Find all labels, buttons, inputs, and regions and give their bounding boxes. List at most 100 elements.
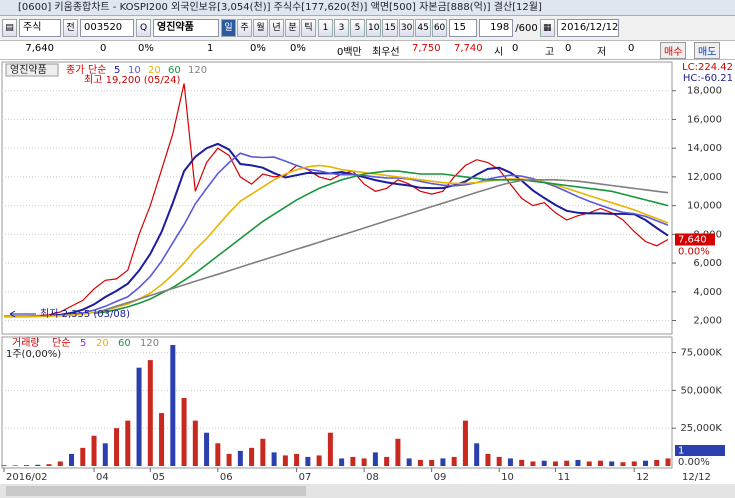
stock-name: 영진약품 — [153, 19, 219, 37]
legend-entry: 120 — [188, 65, 207, 76]
volume-bar — [631, 461, 637, 466]
volume-bar — [271, 452, 277, 466]
title-bar: [0600] 키움종합차트 - KOSPI200 외국인보유[3,054(천)]… — [0, 0, 735, 16]
scroll-thumb[interactable] — [6, 486, 306, 496]
sell-button[interactable]: 매도 — [694, 42, 721, 59]
legend-entry: 종가 — [66, 64, 84, 76]
price-line — [4, 152, 669, 317]
volume-bar — [485, 453, 491, 466]
x-tick-label: 06 — [220, 472, 233, 483]
info-value: 0 — [100, 43, 107, 54]
info-value: 0% — [250, 43, 266, 54]
code-input[interactable]: 003520 — [80, 19, 134, 37]
volume-bar — [114, 428, 120, 466]
minute-button[interactable]: 15 — [382, 19, 398, 37]
volume-bar — [530, 461, 536, 466]
buy-button[interactable]: 매수 — [660, 42, 687, 59]
info-value: 7,750 — [412, 43, 441, 54]
volume-bar — [260, 438, 266, 466]
panel-label-box — [5, 63, 59, 77]
volume-bar — [136, 367, 142, 466]
period-button[interactable]: 년 — [269, 19, 284, 37]
volume-bar — [642, 460, 648, 466]
x-tick-label: 07 — [299, 472, 312, 483]
minute-button[interactable]: 45 — [415, 19, 431, 37]
period-button[interactable]: 월 — [253, 19, 268, 37]
market-select[interactable]: 주식 — [19, 19, 61, 37]
minute-button[interactable]: 60 — [431, 19, 448, 37]
info-value: 고 — [545, 47, 555, 58]
period-button[interactable]: 틱 — [301, 19, 316, 37]
volume-bar — [1, 465, 7, 466]
volume-bar — [597, 460, 603, 466]
volume-bar — [35, 464, 41, 466]
volume-bar — [69, 453, 75, 466]
last-price-box — [675, 233, 715, 246]
volume-bar — [654, 459, 660, 466]
info-value: 1 — [207, 43, 214, 54]
period-button[interactable]: 주 — [237, 19, 252, 37]
search-icon[interactable]: Q — [136, 19, 151, 37]
x-tick-label: 11 — [557, 472, 570, 483]
y-tick-label: 4,000 — [693, 287, 722, 298]
price-panel — [1, 61, 673, 335]
volume-bar — [339, 458, 345, 466]
window-title: [0600] 키움종합차트 - KOSPI200 외국인보유[3,054(천)]… — [18, 2, 542, 13]
volume-bar — [91, 435, 97, 466]
date-input[interactable]: 2016/12/12 — [556, 19, 619, 37]
count-input[interactable]: 198 — [479, 19, 514, 37]
period-button[interactable]: 분 — [285, 19, 300, 37]
y-tick-label: 2,000 — [693, 316, 722, 327]
volume-bar — [350, 456, 356, 466]
period-button[interactable]: 일 — [221, 19, 236, 37]
minute-group: 1 3 5 10 15 30 45 60 — [318, 19, 448, 37]
volume-bar — [474, 443, 480, 466]
minute-button[interactable]: 3 — [334, 19, 349, 37]
price-line — [4, 164, 669, 317]
volume-bar — [204, 432, 210, 466]
minute-button[interactable]: 30 — [398, 19, 415, 37]
volume-bar — [159, 413, 165, 466]
y-tick-label: 25,000K — [680, 423, 722, 434]
y-tick-label: 10,000 — [687, 201, 722, 212]
menu-icon[interactable]: ▤ — [2, 19, 17, 37]
volume-bar — [57, 461, 63, 466]
info-value: 저 — [597, 47, 607, 58]
chart: 2,0004,0006,0008,00010,00012,00014,00016… — [0, 60, 735, 498]
y-tick-label: 18,000 — [687, 86, 722, 97]
info-value: 0백만 — [337, 47, 362, 58]
volume-bar — [372, 452, 378, 466]
price-line — [4, 83, 669, 317]
y-tick-label: 14,000 — [687, 143, 722, 154]
prev-button[interactable]: 전 — [63, 19, 78, 37]
volume-bar — [395, 438, 401, 466]
minute-button[interactable]: 5 — [350, 19, 365, 37]
y-tick-label: 6,000 — [693, 258, 722, 269]
volume-bar — [147, 360, 153, 466]
legend-entry: 10 — [128, 65, 141, 76]
high-label: 최고 19,200 (05/24) — [84, 74, 180, 86]
minute-button[interactable]: 1 — [318, 19, 333, 37]
volume-bar — [237, 450, 243, 466]
volume-bar — [462, 420, 468, 466]
price-line — [93, 179, 669, 315]
volume-bar — [125, 420, 131, 466]
volume-bar — [620, 462, 626, 466]
last-price: 7,640 — [678, 235, 707, 246]
legend-entry: 20 — [96, 338, 109, 349]
count-max: /600 — [515, 22, 538, 34]
tool-icon[interactable]: ▦ — [539, 19, 555, 37]
interval-select[interactable]: 15 — [449, 19, 478, 37]
volume-bar — [609, 461, 615, 466]
legend-entry: 20 — [148, 65, 161, 76]
x-tick-label: 12 — [636, 472, 649, 483]
legend-entry: 거래량 — [12, 337, 40, 349]
sub-label: 1주(0,00%) — [6, 349, 61, 360]
legend-entry: 60 — [118, 338, 131, 349]
minute-button[interactable]: 10 — [366, 19, 382, 37]
x-tick-label: 2016/02 — [6, 472, 48, 483]
volume-bar — [406, 458, 412, 466]
